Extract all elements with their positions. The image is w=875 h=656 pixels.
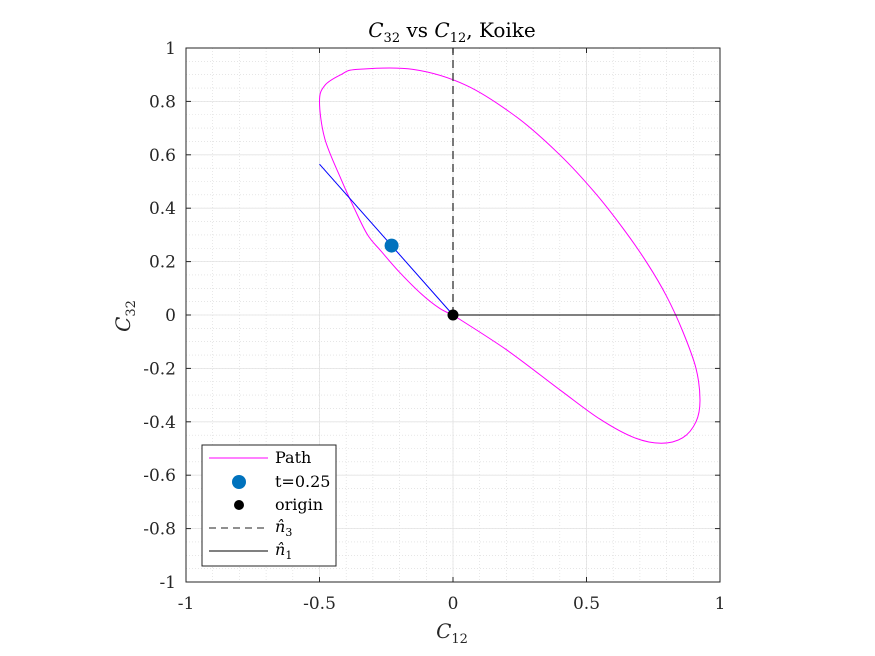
y-tick-label: -0.4 xyxy=(143,413,176,433)
legend: Path t=0.25 origin n̂3 n̂1 xyxy=(201,444,337,567)
series-t-marker xyxy=(384,238,399,253)
plot-area xyxy=(318,48,720,444)
series-tangent-line xyxy=(319,163,454,316)
x-tick-label: 0 xyxy=(448,594,459,614)
y-tick-label: 0.2 xyxy=(149,253,176,273)
legend-label-n3: n̂3 xyxy=(275,517,292,539)
ticks xyxy=(185,47,721,583)
y-tick-label: 0.6 xyxy=(149,146,176,166)
y-axis-label: C32 xyxy=(111,300,139,332)
x-tick-label: -1 xyxy=(178,594,195,614)
legend-box xyxy=(201,444,337,567)
y-tick-label: 0.8 xyxy=(149,92,176,112)
x-axis-label: C12 xyxy=(436,619,468,647)
series-origin-marker xyxy=(447,309,459,321)
x-tick-label: -0.5 xyxy=(303,594,336,614)
y-tick-label: 0.4 xyxy=(149,199,176,219)
series-path-line xyxy=(318,67,701,444)
y-tick-label: -0.2 xyxy=(143,359,176,379)
legend-label-origin: origin xyxy=(275,495,323,514)
legend-label-n1: n̂1 xyxy=(275,540,292,562)
legend-label-path: Path xyxy=(275,448,311,467)
y-tick-label: -0.6 xyxy=(143,466,176,486)
legend-swatch-origin xyxy=(234,500,244,510)
legend-label-t: t=0.25 xyxy=(275,472,330,491)
y-tick-label: 1 xyxy=(165,39,176,59)
y-tick-label: -1 xyxy=(159,573,176,593)
x-tick-label: 0.5 xyxy=(573,594,600,614)
tick-labels: -1 -0.5 0 0.5 1 -1 -0.8 -0.6 -0.4 -0.2 0 0.2 0.4 0.6 0… xyxy=(143,39,725,614)
y-tick-label: -0.8 xyxy=(143,520,176,540)
y-tick-label: 0 xyxy=(165,306,176,326)
legend-swatch-t-marker xyxy=(232,475,246,489)
x-tick-label: 1 xyxy=(715,594,726,614)
chart-title: C32 vs C12, Koike xyxy=(368,18,536,46)
